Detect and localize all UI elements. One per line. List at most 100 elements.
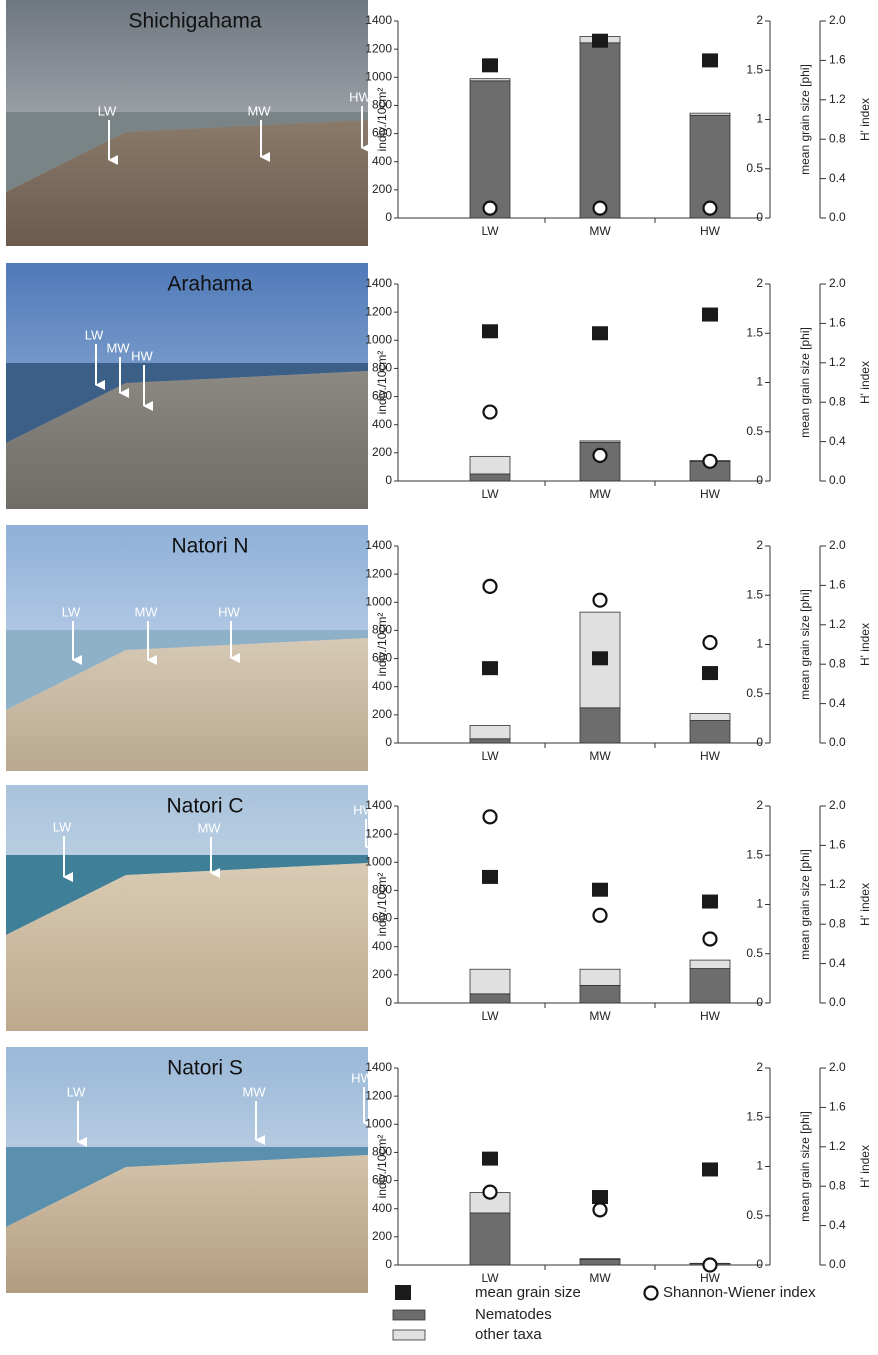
y-axis-title: indiv./10cm² [375,873,389,937]
y-tick-label: 200 [372,445,392,459]
shannon-point [484,202,497,215]
bar-segment [690,960,730,968]
grain-size-point [702,895,718,909]
y-tick-label: 200 [372,1229,392,1243]
y2-tick-label: 1 [756,1159,763,1173]
y3-tick-label: 1.6 [829,316,846,330]
shannon-point [704,455,717,468]
bar-segment [580,969,620,985]
y2-axis-title: mean grain size [phi] [798,327,812,438]
bar-segment [470,1213,510,1265]
shannon-point [704,1259,717,1272]
grain-size-point [482,1152,498,1166]
x-tick-label: MW [589,224,611,238]
y2-tick-label: 1 [756,637,763,651]
y3-tick-label: 0.8 [829,131,846,145]
y3-axis-title: H' index [858,623,872,666]
y2-tick-label: 1.5 [746,1109,763,1123]
y3-tick-label: 1.2 [829,1139,846,1153]
bar-segment [690,713,730,720]
x-tick-label: HW [700,487,721,501]
bar-segment [690,720,730,743]
y-axis-title: indiv./10cm² [375,88,389,152]
y-tick-label: 0 [385,1257,392,1271]
bar-segment [470,969,510,994]
grain-size-point [592,1190,608,1204]
y3-tick-label: 0.0 [829,1257,846,1271]
y-tick-label: 1400 [365,798,392,812]
y3-tick-label: 0.8 [829,916,846,930]
y3-tick-label: 0.8 [829,1178,846,1192]
photo-title: Arahama [167,273,253,296]
bar-segment [580,441,620,442]
grain-size-point [482,58,498,72]
photo-label: LW [62,604,81,619]
shannon-point [704,636,717,649]
y-tick-label: 400 [372,679,392,693]
y-tick-label: 1400 [365,1060,392,1074]
x-tick-label: LW [481,749,499,763]
shannon-point [704,202,717,215]
y3-tick-label: 2.0 [829,798,846,812]
y3-tick-label: 0.4 [829,171,846,185]
x-tick-label: LW [481,487,499,501]
y2-tick-label: 1.5 [746,325,763,339]
y2-tick-label: 1 [756,112,763,126]
shannon-point [594,202,607,215]
bar-segment [580,708,620,743]
legend-label: other taxa [475,1326,542,1343]
photo [6,0,368,246]
y-tick-label: 1400 [365,538,392,552]
legend-label: mean grain size [475,1284,581,1301]
y3-tick-label: 1.2 [829,877,846,891]
photo-label: LW [98,103,117,118]
y2-tick-label: 0 [756,995,763,1009]
bar-segment [470,474,510,481]
x-tick-label: LW [481,1009,499,1023]
y2-tick-label: 1 [756,897,763,911]
y3-tick-label: 0.4 [829,1218,846,1232]
legend-swatch [393,1310,425,1320]
photo-label: HW [349,89,371,104]
grain-size-point [482,324,498,338]
y-tick-label: 0 [385,210,392,224]
y3-tick-label: 2.0 [829,538,846,552]
y3-tick-label: 1.6 [829,1100,846,1114]
photo-label: HW [131,348,153,363]
grain-size-point [702,53,718,67]
shannon-point [594,1203,607,1216]
shannon-point [484,580,497,593]
y3-tick-label: 1.2 [829,617,846,631]
y2-axis-title: mean grain size [phi] [798,589,812,700]
grain-size-point [482,870,498,884]
photo [6,525,368,771]
photo-title: Natori C [166,795,243,818]
y2-tick-label: 0.5 [746,686,763,700]
y3-tick-label: 1.2 [829,355,846,369]
bar-segment [690,113,730,115]
y2-tick-label: 0.5 [746,1208,763,1222]
y2-axis-title: mean grain size [phi] [798,849,812,960]
y-tick-label: 400 [372,417,392,431]
y2-tick-label: 1 [756,375,763,389]
y3-axis-title: H' index [858,883,872,926]
y-tick-label: 1200 [365,826,392,840]
legend-label: Nematodes [475,1306,552,1323]
y-tick-label: 0 [385,995,392,1009]
x-tick-label: MW [589,1271,611,1285]
y3-tick-label: 0.0 [829,735,846,749]
y-tick-label: 1200 [365,566,392,580]
y3-tick-label: 0.0 [829,995,846,1009]
grain-size-point [592,34,608,48]
y2-axis-title: mean grain size [phi] [798,1111,812,1222]
shannon-point [484,406,497,419]
y-tick-label: 200 [372,707,392,721]
photo [6,1047,368,1293]
bar-segment [470,725,510,738]
grain-size-point [592,651,608,665]
photo-title: Natori N [171,535,248,558]
y3-tick-label: 2.0 [829,13,846,27]
bar-segment [690,969,730,1003]
figure: ShichigahamaLWMWHW0200400600800100012001… [0,0,878,1350]
y3-tick-label: 1.6 [829,578,846,592]
